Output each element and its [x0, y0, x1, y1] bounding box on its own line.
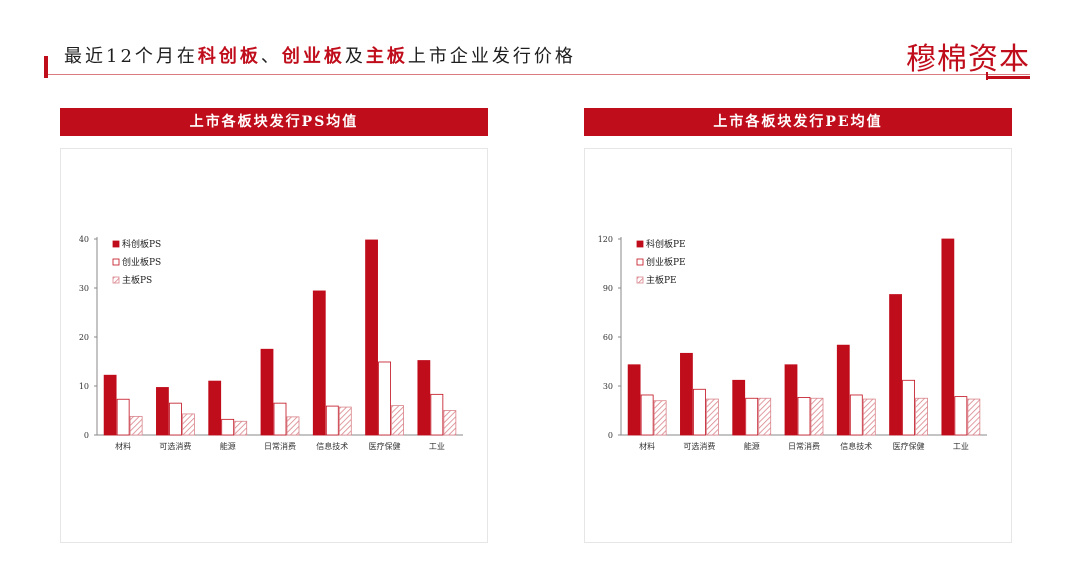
page-title-part: 科创板	[197, 46, 261, 67]
pe-y-tick-label: 120	[598, 235, 613, 244]
page-title-part: 最近12个月在	[64, 46, 198, 67]
pe-bar-chart: 0 30 60 90 120 材料 可选消费 能源 日常消费 信息技术 医疗保健 工业 科创板PE 创业板…	[598, 235, 987, 451]
ps-bar-kechuang	[103, 374, 117, 436]
ps-bar-zhuban	[338, 406, 352, 436]
pe-bar-chuangye	[640, 394, 654, 436]
page-title-part: 上市企业发行价格	[407, 46, 576, 67]
ps-panel-title: 上市各板块发行PS均值	[60, 108, 488, 136]
ps-x-tick-label: 信息技术	[316, 441, 348, 451]
ps-bar-kechuang	[365, 239, 378, 436]
pe-bar-zhuban	[653, 400, 667, 436]
pe-bar-kechuang	[784, 364, 798, 436]
pe-chart-body: 0 30 60 90 120 材料 可选消费 能源 日常消费 信息技术 医疗保健 工业 科创板PE 创业板…	[584, 148, 1012, 543]
pe-legend-swatch-kechuang	[636, 240, 644, 248]
ps-bar-chuangye	[221, 418, 235, 436]
ps-legend-label-kechuang: 科创板PS	[122, 238, 161, 250]
ps-y-tick-label: 30	[79, 284, 89, 293]
pe-bar-chuangye	[797, 397, 811, 436]
pe-bar-chuangye	[954, 396, 968, 436]
ps-bar-kechuang	[156, 387, 169, 436]
pe-bar-zhuban	[810, 397, 824, 436]
pe-x-tick-label: 材料	[639, 441, 655, 451]
pe-bar-zhuban	[915, 397, 928, 436]
ps-bar-chuangye	[430, 393, 444, 436]
pe-chart-panel: 上市各板块发行PE均值 0 30 60 90 120 材料 可选消费 能源 日常消费 信息技术 医疗…	[584, 108, 1012, 543]
ps-bar-chuangye	[378, 361, 391, 436]
pe-bar-zhuban	[967, 398, 981, 436]
pe-y-tick-label: 90	[603, 284, 613, 293]
ps-legend-swatch-kechuang	[112, 240, 120, 248]
ps-bar-zhuban	[234, 420, 248, 436]
pe-bar-kechuang	[889, 294, 902, 436]
pe-x-tick-label: 工业	[953, 441, 969, 451]
title-accent-mark	[44, 56, 48, 78]
ps-y-tick-label: 10	[79, 382, 89, 391]
ps-legend-label-chuangye: 创业板PS	[122, 256, 161, 268]
ps-bar-zhuban	[129, 415, 143, 436]
ps-x-tick-label: 日常消费	[264, 441, 296, 451]
pe-legend-label-chuangye: 创业板PE	[646, 256, 686, 268]
pe-bar-zhuban	[706, 398, 719, 436]
ps-bar-zhuban	[182, 413, 195, 436]
ps-chart-panel: 上市各板块发行PS均值 0 10 20 30 40 材料 可选消费 能源 日常消费 信息技术 医疗保…	[60, 108, 488, 543]
ps-bar-chuangye	[273, 402, 287, 436]
ps-x-tick-label: 能源	[220, 441, 236, 451]
ps-legend-swatch-chuangye	[112, 258, 120, 266]
ps-bar-chuangye	[169, 402, 182, 436]
ps-bar-kechuang	[417, 360, 431, 436]
ps-chart-body: 0 10 20 30 40 材料 可选消费 能源 日常消费 信息技术 医疗保健 工业 科创板PS 创业板P…	[60, 148, 488, 543]
pe-x-tick-label: 可选消费	[683, 441, 715, 451]
pe-y-tick-label: 30	[603, 382, 613, 391]
pe-x-tick-label: 日常消费	[788, 441, 820, 451]
pe-bar-kechuang	[836, 344, 850, 436]
pe-bar-zhuban	[862, 398, 876, 436]
pe-bar-chuangye	[849, 394, 863, 436]
ps-bar-zhuban	[286, 416, 300, 436]
ps-bar-kechuang	[312, 290, 326, 436]
ps-legend-swatch-zhuban	[112, 276, 120, 284]
pe-legend-label-kechuang: 科创板PE	[646, 238, 686, 250]
ps-x-tick-label: 材料	[115, 441, 131, 451]
pe-bar-kechuang	[941, 238, 955, 436]
page-title-part: 、	[260, 46, 282, 67]
ps-bar-chuangye	[325, 405, 339, 436]
page-title-part: 主板	[365, 46, 408, 67]
ps-bar-chuangye	[116, 398, 130, 436]
ps-y-tick-label: 20	[79, 333, 89, 342]
pe-x-tick-label: 能源	[744, 441, 760, 451]
ps-y-tick-label: 0	[84, 431, 89, 440]
pe-y-tick-label: 60	[603, 333, 613, 342]
ps-legend-label-zhuban: 主板PS	[122, 274, 152, 286]
ps-bar-kechuang	[260, 348, 274, 436]
header-divider	[48, 74, 1030, 75]
ps-bar-zhuban	[443, 410, 457, 436]
ps-x-tick-label: 工业	[429, 441, 445, 451]
ps-bar-kechuang	[208, 380, 222, 436]
ps-x-tick-label: 可选消费	[159, 441, 191, 451]
brand-logo-underline	[986, 76, 1030, 79]
page-title-part: 及	[344, 46, 366, 67]
page-title: 最近12个月在科创板、创业板及主板上市企业发行价格	[64, 42, 576, 68]
pe-x-tick-label: 医疗保健	[893, 441, 925, 451]
pe-legend-swatch-zhuban	[636, 276, 644, 284]
pe-bar-chuangye	[693, 388, 706, 436]
pe-bar-kechuang	[680, 352, 693, 436]
pe-legend-label-zhuban: 主板PE	[646, 274, 677, 286]
ps-y-tick-label: 40	[79, 235, 89, 244]
pe-legend-swatch-chuangye	[636, 258, 644, 266]
pe-x-tick-label: 信息技术	[840, 441, 872, 451]
ps-bar-zhuban	[391, 405, 404, 436]
pe-bar-kechuang	[732, 379, 746, 436]
ps-bar-chart: 0 10 20 30 40 材料 可选消费 能源 日常消费 信息技术 医疗保健 工业 科创板PS 创业板P…	[79, 235, 463, 451]
pe-bar-kechuang	[627, 364, 641, 436]
pe-panel-title: 上市各板块发行PE均值	[584, 108, 1012, 136]
pe-bar-zhuban	[758, 397, 772, 436]
ps-x-tick-label: 医疗保健	[369, 441, 401, 451]
pe-y-tick-label: 0	[608, 431, 613, 440]
pe-bar-chuangye	[745, 397, 759, 436]
pe-bar-chuangye	[902, 379, 915, 436]
page-title-part: 创业板	[281, 46, 345, 67]
brand-logo: 穆棉资本	[906, 42, 1030, 77]
